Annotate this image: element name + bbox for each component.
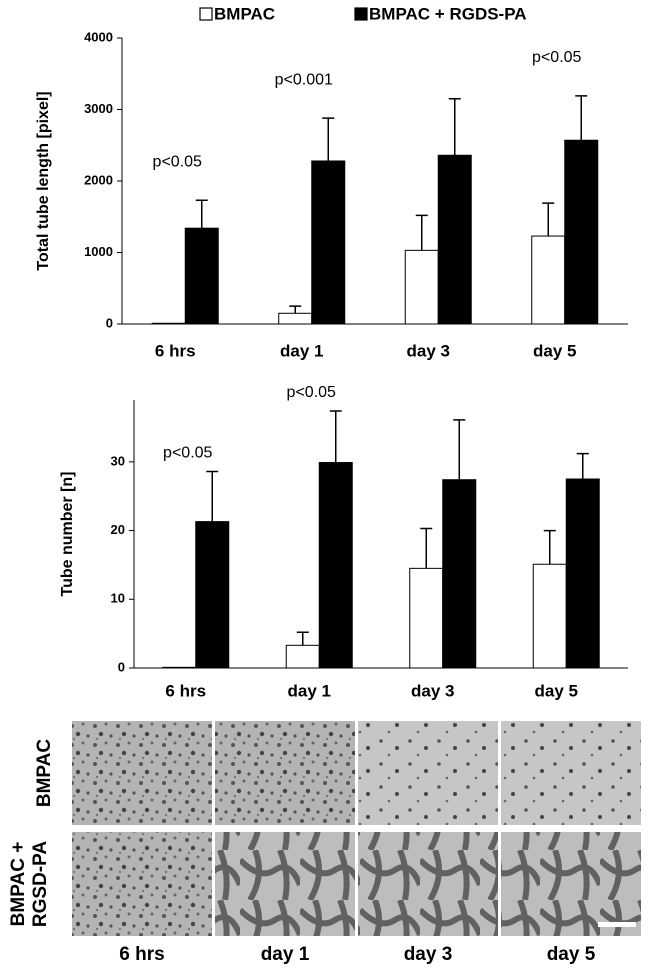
micrograph: [358, 832, 498, 936]
micrograph: [215, 832, 355, 936]
row-label: BMPAC +RGSD-PA: [8, 841, 51, 927]
error-bar: [322, 117, 335, 161]
error-bar: [453, 419, 466, 480]
error-bar: [195, 199, 208, 229]
x-tick-label: day 5: [535, 681, 578, 700]
micrograph-panel: BMPAC BMPAC +RGSD-PA 6 hrs day 1 day 3 d…: [8, 721, 641, 965]
y-tick-label: 1000: [84, 244, 113, 259]
bar: [195, 521, 230, 669]
error-bar: [575, 95, 588, 141]
y-tick-label: 20: [111, 522, 125, 537]
bar: [531, 235, 566, 325]
error-bar: [415, 214, 428, 251]
x-tick-label: day 1: [280, 341, 323, 360]
bar: [278, 312, 313, 325]
error-bar: [542, 202, 555, 237]
annotation: p<0.05: [287, 384, 336, 401]
bar: [564, 139, 599, 325]
error-bar: [296, 631, 309, 646]
x-tick-label: day 1: [288, 681, 331, 700]
bar: [285, 644, 320, 669]
annotation: p<0.05: [153, 154, 202, 171]
micrograph: [358, 721, 498, 825]
micrograph: [72, 832, 212, 936]
micrograph: [501, 832, 641, 936]
bar: [162, 666, 197, 669]
x-tick-label: 6 hrs: [155, 341, 196, 360]
column-label: day 3: [404, 944, 453, 965]
bar: [442, 479, 477, 669]
y-tick-label: 3000: [84, 101, 113, 116]
y-tick-label: 10: [111, 591, 125, 606]
bar: [404, 249, 439, 325]
error-bar: [329, 410, 342, 463]
error-bar: [448, 98, 461, 156]
y-tick-label: 30: [111, 453, 125, 468]
bar: [311, 160, 346, 325]
y-tick-label: 2000: [84, 172, 113, 187]
error-bar: [206, 470, 219, 522]
y-tick-label: 0: [106, 315, 113, 330]
scale-bar: [598, 922, 636, 927]
x-tick-label: day 3: [411, 681, 454, 700]
row-label: BMPAC: [34, 739, 55, 808]
x-tick-label: 6 hrs: [165, 681, 206, 700]
column-label: 6 hrs: [119, 944, 164, 965]
bar: [437, 154, 472, 325]
annotation: p<0.05: [163, 445, 212, 462]
error-bar: [576, 452, 589, 480]
x-tick-label: day 5: [533, 341, 576, 360]
y-tick-label: 0: [118, 659, 125, 674]
error-bar: [289, 305, 302, 314]
bar: [532, 563, 567, 669]
legend-swatch: [199, 7, 213, 21]
annotation: p<0.001: [275, 71, 333, 88]
bar: [565, 478, 600, 669]
x-tick-label: day 3: [407, 341, 450, 360]
column-label: day 1: [261, 944, 310, 965]
bar: [318, 462, 353, 669]
micrograph: [215, 721, 355, 825]
column-label: day 5: [547, 944, 596, 965]
y-tick-label: 4000: [84, 29, 113, 44]
y-axis-title: Tube number [n]: [59, 471, 76, 596]
error-bar: [543, 529, 556, 565]
annotation: p<0.05: [532, 49, 581, 66]
bar: [151, 322, 186, 325]
micrograph: [72, 721, 212, 825]
error-bar: [420, 527, 433, 569]
legend-label: BMPAC: [214, 4, 275, 23]
legend-swatch: [354, 7, 368, 21]
micrograph: [501, 721, 641, 825]
bar: [184, 227, 219, 325]
bar: [409, 567, 444, 669]
y-axis-title: Total tube length [pixel]: [35, 91, 52, 270]
legend-label: BMPAC + RGDS-PA: [369, 4, 527, 23]
